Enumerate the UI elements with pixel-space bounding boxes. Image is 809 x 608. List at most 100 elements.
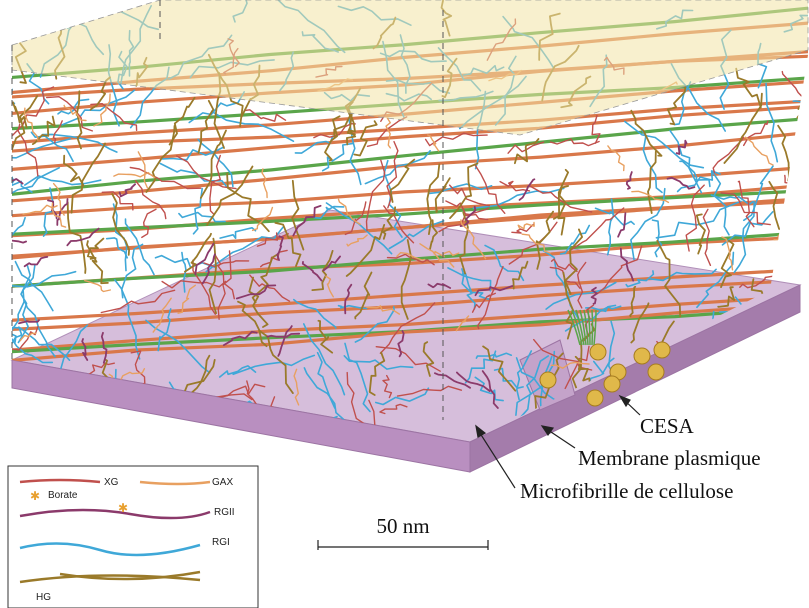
xg-chain: [141, 208, 157, 239]
xg-chain: [217, 250, 232, 320]
rgi-chain: [205, 226, 285, 273]
hg-chain: [389, 158, 416, 203]
hg-chain: [434, 177, 451, 213]
gax-chain: [721, 236, 734, 271]
rgii-chain: [277, 325, 293, 357]
hg-chain: [666, 85, 687, 126]
rgii-chain: [18, 319, 40, 325]
gax-chain: [261, 168, 268, 199]
rgi-chain: [161, 146, 225, 161]
rgi-chain: [711, 171, 730, 236]
cesa-complex: [589, 343, 607, 361]
gax-chain: [396, 252, 426, 261]
rgi-chain: [772, 372, 808, 380]
legend-rgi-line: [19, 542, 201, 557]
xg-chain: [243, 109, 287, 122]
cellulose-microfibril: [12, 294, 808, 353]
emerging-microfibril: [571, 309, 583, 346]
annotation-arrows: [475, 394, 641, 489]
hg-chain: [251, 253, 280, 304]
rgii-chain: [118, 183, 136, 198]
rgii-chain: [459, 205, 477, 227]
legend-xg-line: [19, 478, 101, 484]
rgii-chain: [201, 253, 216, 285]
microfibril-arrowhead: [475, 424, 487, 438]
rgii-chain: [397, 330, 405, 358]
hg-chain: [535, 210, 554, 270]
xg-chain: [743, 120, 769, 147]
xg-chain: [471, 292, 496, 313]
hg-chain: [145, 125, 176, 193]
gax-chain: [23, 107, 39, 141]
gax-chain: [251, 206, 274, 232]
hg-chain: [571, 323, 596, 393]
hg-chain: [629, 285, 637, 318]
rgi-chain: [12, 270, 77, 288]
rgii-chain: [617, 212, 627, 238]
rgi-chain: [474, 376, 504, 402]
rgi-chain: [188, 91, 245, 124]
legend-hg-line-2: [59, 570, 201, 581]
gax-chain: [52, 182, 65, 216]
xg-chain: [757, 366, 798, 396]
hg-chain: [208, 237, 217, 315]
xg-chain: [176, 155, 237, 190]
rgi-chain: [321, 142, 354, 172]
gax-chain: [19, 332, 37, 342]
xg-chain: [129, 166, 202, 190]
rgi-chain: [640, 127, 663, 194]
rgi-chain: [219, 365, 257, 378]
rgi-chain: [12, 216, 26, 259]
rgi-chain: [121, 243, 144, 299]
rgi-chain: [624, 120, 705, 169]
rgi-chain: [313, 205, 345, 220]
xg-chain: [549, 138, 600, 147]
hg-chain: [226, 172, 270, 233]
rgii-chain: [235, 284, 277, 300]
rgii-chain: [222, 330, 258, 346]
rgii-chain: [194, 242, 215, 276]
xg-chain: [596, 245, 643, 295]
hg-chain: [717, 286, 736, 308]
rgi-chain: [516, 350, 533, 401]
cellulose-microfibril: [12, 105, 808, 172]
rgi-chain: [585, 305, 622, 313]
rgi-chain: [112, 203, 128, 272]
xg-chain: [256, 232, 289, 247]
xg-chain: [445, 200, 489, 221]
xg-chain: [365, 159, 386, 232]
xg-chain: [396, 385, 463, 397]
cellulose-microfibril: [12, 189, 808, 237]
rgii-chain: [66, 227, 100, 247]
xg-chain: [100, 289, 176, 314]
xg-chain: [382, 374, 393, 399]
hg-chain: [206, 165, 254, 226]
microfibril-label: Microfibrille de cellulose: [520, 479, 733, 503]
gax-chain: [63, 104, 87, 122]
xg-chain: [375, 346, 441, 372]
scale-bar-label: 50 nm: [376, 514, 429, 538]
rgi-chain: [181, 251, 187, 293]
gax-chain: [325, 275, 334, 298]
gax-chain: [385, 117, 391, 149]
rgi-chain: [696, 251, 735, 309]
rgii-chain: [590, 286, 598, 305]
hg-chain: [199, 129, 227, 199]
xg-chain: [203, 260, 250, 268]
gax-chain: [744, 136, 774, 166]
rgii-chain: [771, 399, 778, 421]
hg-chain: [630, 302, 650, 344]
xg-chain: [379, 302, 436, 354]
hg-chain: [656, 239, 682, 318]
rgi-chain: [559, 224, 591, 255]
hg-chain: [0, 156, 2, 197]
hg-chain: [562, 271, 575, 340]
rgi-chain: [303, 323, 346, 396]
gax-chain: [366, 305, 401, 315]
rgi-chain: [178, 211, 226, 223]
rgi-chain: [428, 183, 493, 195]
hg-chain: [459, 211, 469, 275]
hg-chain: [647, 150, 657, 214]
rgi-chain: [475, 352, 513, 359]
